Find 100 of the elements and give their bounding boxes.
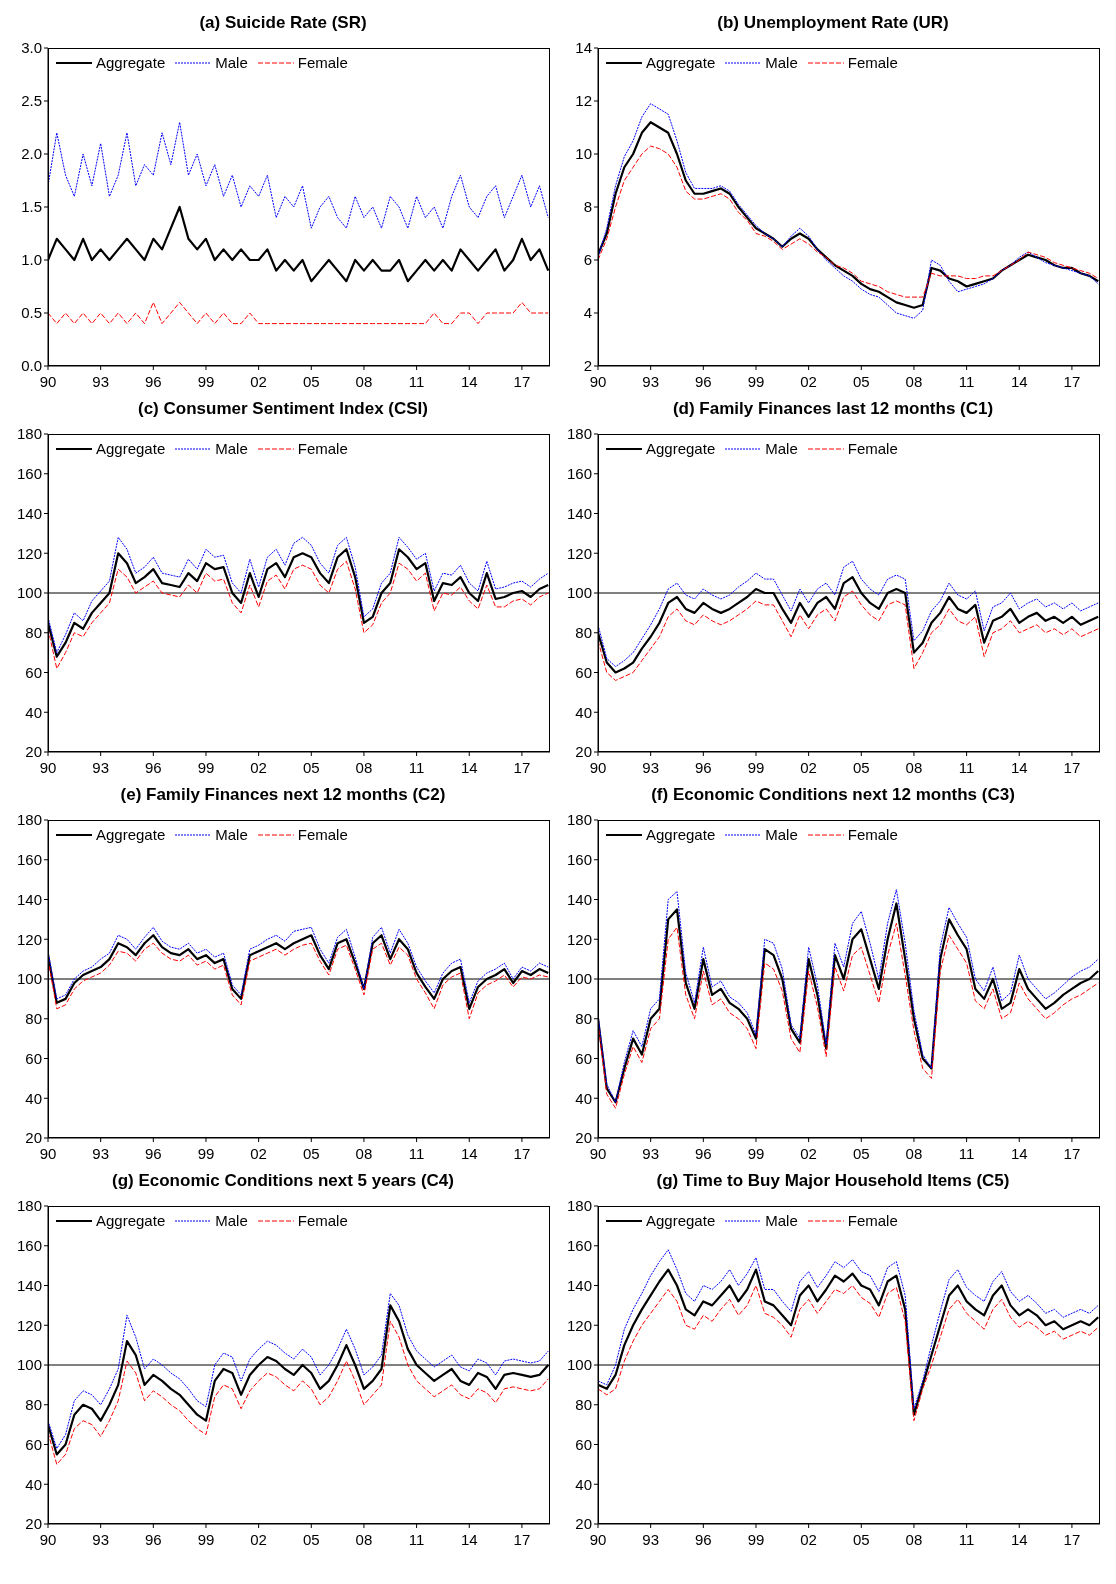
x-tick-label: 05 [852, 1530, 870, 1548]
y-tick-label: 20 [575, 1129, 592, 1147]
x-tick-label: 93 [642, 758, 659, 776]
y-tick-label: 180 [16, 811, 42, 829]
legend-label: Aggregate [96, 440, 166, 457]
x-tick-label: 17 [1063, 1144, 1081, 1162]
x-tick-label: 90 [589, 758, 607, 776]
legend-label: Aggregate [96, 54, 166, 71]
x-tick-label: 99 [197, 1530, 215, 1548]
y-tick-label: 12 [575, 92, 592, 110]
y-tick-label: 80 [575, 1010, 592, 1028]
y-tick-label: 180 [566, 425, 592, 443]
x-tick-label: 93 [642, 372, 659, 390]
y-tick-label: 100 [566, 1356, 592, 1374]
x-tick-label: 02 [250, 758, 267, 776]
x-tick-label: 02 [800, 758, 817, 776]
x-tick-label: 93 [92, 372, 109, 390]
y-tick-label: 20 [575, 743, 592, 761]
chart-title: (e) Family Finances next 12 months (C2) [119, 784, 447, 806]
x-tick-label: 96 [144, 372, 162, 390]
x-tick-label: 11 [958, 1530, 975, 1548]
x-tick-label: 05 [302, 1530, 320, 1548]
x-tick-label: 96 [694, 1144, 712, 1162]
y-tick-label: 160 [566, 851, 592, 869]
y-tick-label: 40 [25, 703, 42, 721]
x-tick-label: 05 [852, 1144, 870, 1162]
y-tick-label: 10 [575, 145, 592, 163]
chart-title: (d) Family Finances last 12 months (C1) [671, 398, 995, 420]
x-tick-label: 05 [852, 758, 870, 776]
x-tick-label: 17 [1063, 372, 1081, 390]
y-tick-label: 0.0 [21, 357, 42, 375]
chart-title: (a) Suicide Rate (SR) [198, 12, 368, 34]
x-tick-label: 08 [355, 1530, 373, 1548]
x-tick-label: 11 [958, 758, 975, 776]
y-tick-label: 100 [16, 970, 42, 988]
chart-title: (g) Time to Buy Major Household Items (C5) [655, 1170, 1011, 1192]
x-tick-label: 02 [800, 1144, 817, 1162]
y-tick-label: 60 [25, 663, 42, 681]
x-tick-label: 93 [92, 758, 109, 776]
x-tick-label: 90 [39, 372, 57, 390]
x-tick-label: 08 [905, 372, 923, 390]
y-tick-label: 160 [16, 1237, 42, 1255]
legend-label: Aggregate [646, 440, 716, 457]
y-tick-label: 20 [25, 1129, 42, 1147]
x-tick-label: 99 [747, 372, 765, 390]
legend-label: Male [765, 826, 798, 843]
x-tick-label: 90 [39, 1144, 57, 1162]
y-tick-label: 180 [16, 425, 42, 443]
legend-label: Aggregate [646, 54, 716, 71]
y-tick-label: 8 [583, 198, 592, 216]
y-tick-label: 80 [25, 1010, 42, 1028]
legend-label: Female [297, 440, 348, 457]
x-tick-label: 14 [460, 1144, 478, 1162]
x-tick-label: 96 [694, 758, 712, 776]
y-tick-label: 40 [25, 1475, 42, 1493]
y-tick-label: 100 [566, 970, 592, 988]
y-tick-label: 40 [25, 1089, 42, 1107]
x-tick-label: 11 [408, 1530, 425, 1548]
y-tick-label: 120 [566, 544, 592, 562]
x-tick-label: 05 [302, 758, 320, 776]
x-tick-label: 90 [39, 1530, 57, 1548]
chart-title: (c) Consumer Sentiment Index (CSI) [137, 398, 429, 420]
y-tick-label: 6 [583, 251, 592, 269]
y-tick-label: 14 [575, 39, 592, 57]
x-tick-label: 08 [905, 1144, 923, 1162]
x-tick-label: 96 [144, 1144, 162, 1162]
y-tick-label: 180 [566, 811, 592, 829]
y-tick-label: 160 [16, 851, 42, 869]
x-tick-label: 99 [197, 1144, 215, 1162]
x-tick-label: 96 [144, 1530, 162, 1548]
y-tick-label: 180 [16, 1197, 42, 1215]
legend-label: Female [297, 826, 348, 843]
y-tick-label: 80 [575, 1396, 592, 1414]
y-tick-label: 100 [566, 584, 592, 602]
legend-label: Aggregate [646, 1212, 716, 1229]
y-tick-label: 80 [25, 624, 42, 642]
y-tick-label: 160 [16, 465, 42, 483]
y-tick-label: 60 [575, 1049, 592, 1067]
x-tick-label: 08 [355, 1144, 373, 1162]
x-tick-label: 08 [355, 372, 373, 390]
legend-label: Male [215, 54, 248, 71]
x-tick-label: 08 [905, 1530, 923, 1548]
x-tick-label: 02 [250, 372, 267, 390]
y-tick-label: 100 [16, 1356, 42, 1374]
y-tick-label: 80 [25, 1396, 42, 1414]
x-tick-label: 02 [800, 1530, 817, 1548]
x-tick-label: 02 [250, 1530, 267, 1548]
legend-label: Female [297, 1212, 348, 1229]
legend-label: Male [765, 440, 798, 457]
y-tick-label: 20 [575, 1515, 592, 1533]
x-tick-label: 99 [197, 372, 215, 390]
y-tick-label: 2 [583, 357, 592, 375]
x-tick-label: 11 [408, 372, 425, 390]
x-tick-label: 99 [197, 758, 215, 776]
y-tick-label: 140 [16, 890, 42, 908]
x-tick-label: 11 [958, 372, 975, 390]
y-tick-label: 0.5 [21, 304, 42, 322]
legend-label: Male [215, 440, 248, 457]
legend-label: Aggregate [96, 1212, 166, 1229]
x-tick-label: 90 [589, 372, 607, 390]
